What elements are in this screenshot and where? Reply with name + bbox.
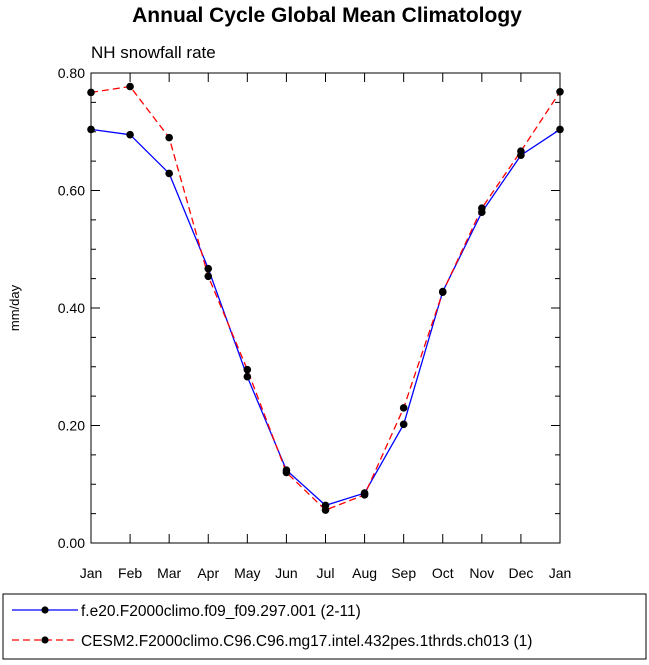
series-2-point [243, 365, 252, 374]
legend-marker-series-2 [41, 636, 49, 644]
y-axis-ticks [91, 72, 560, 544]
x-tick-label: Jan [80, 565, 103, 581]
y-tick-label: 0.20 [58, 418, 85, 434]
series-2-point [556, 88, 564, 96]
y-tick-label: 0.80 [58, 65, 85, 81]
legend: f.e20.F2000climo.f09_f09.297.001 (2-11) … [2, 593, 647, 660]
series-line-1 [90, 128, 561, 507]
y-axis-label: mm/day [7, 284, 22, 331]
x-axis-ticks [90, 73, 561, 543]
x-tick-label: Jan [549, 565, 572, 581]
x-tick-label: Aug [352, 565, 377, 581]
series-1-point [243, 372, 252, 381]
series-2-point [87, 88, 95, 97]
x-tick-label: Jun [275, 565, 298, 581]
chart-title: Annual Cycle Global Mean Climatology [132, 4, 522, 27]
x-tick-label: May [234, 565, 260, 581]
legend-label-series-1: f.e20.F2000climo.f09_f09.297.001 (2-11) [81, 603, 361, 620]
series-2-point [165, 133, 173, 142]
series-2-point [321, 506, 330, 514]
legend-marker-series-1 [41, 606, 49, 614]
legend-label-series-2: CESM2.F2000climo.C96.C96.mg17.intel.432p… [81, 633, 532, 650]
plot-frame [90, 72, 561, 544]
x-tick-label: Sep [391, 565, 416, 581]
x-tick-label: Apr [197, 565, 219, 581]
series-line-2 [90, 85, 561, 511]
series-2-point [204, 272, 213, 281]
series-2-point [438, 288, 447, 296]
x-tick-label: Dec [508, 565, 533, 581]
series-1-point [556, 125, 564, 134]
y-tick-label: 0.40 [58, 300, 85, 316]
x-tick-label: Jul [317, 565, 335, 581]
x-tick-label: Nov [469, 565, 494, 581]
chart-subtitle: NH snowfall rate [91, 43, 216, 62]
x-axis-tick-labels: Jan Feb Mar Apr May Jun Jul Aug Sep Oct Nov Dec Jan [80, 565, 572, 581]
x-tick-label: Feb [118, 565, 142, 581]
series-1-point [126, 130, 134, 139]
series-layer [87, 82, 564, 514]
series-1-point [87, 125, 95, 134]
x-tick-label: Mar [157, 565, 181, 581]
series-2-point [282, 468, 291, 477]
series-2-point [478, 204, 486, 212]
series-1-point [399, 420, 408, 429]
x-tick-label: Oct [432, 565, 454, 581]
y-tick-label: 0.00 [58, 535, 85, 551]
y-axis-tick-labels: 0.00 0.20 0.40 0.60 0.80 [58, 65, 85, 551]
legend-frame [2, 593, 647, 660]
series-2-point [517, 147, 525, 155]
y-tick-label: 0.60 [58, 183, 85, 199]
series-2-point [126, 82, 134, 91]
series-2-point [399, 404, 408, 412]
series-1-point [204, 264, 213, 273]
series-2-point [360, 491, 369, 499]
series-1-point [165, 169, 173, 178]
